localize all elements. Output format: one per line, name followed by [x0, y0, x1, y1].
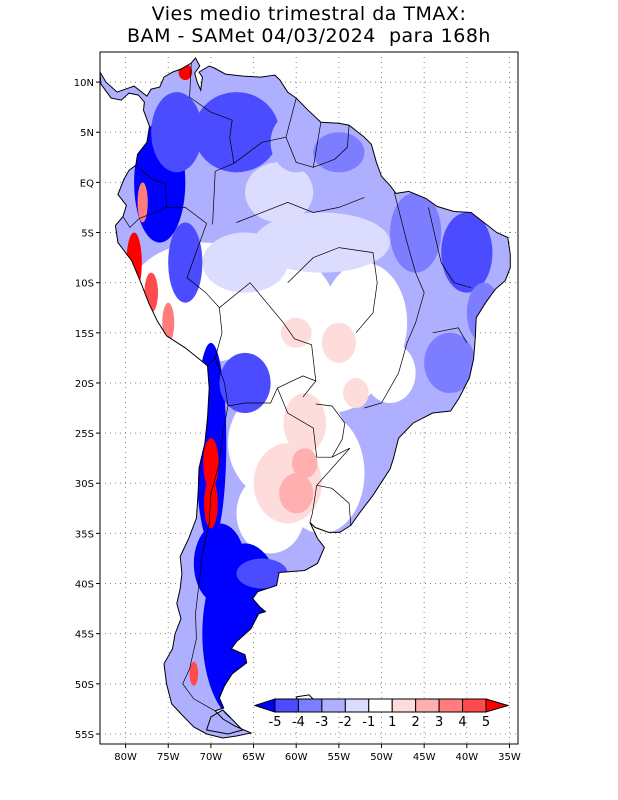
colorbar-label: 1: [388, 715, 396, 730]
colorbar-swatch: [368, 698, 393, 713]
lat-tick-label: 45S: [75, 630, 94, 641]
lat-tick-label: 5N: [80, 128, 94, 139]
lat-tick-label: 55S: [75, 730, 94, 741]
colorbar-label: -4: [292, 715, 305, 730]
lat-tick-label: 20S: [75, 379, 94, 390]
map-frame: [99, 51, 519, 745]
colorbar-swatch: [321, 698, 346, 713]
colorbar-label: -3: [315, 715, 328, 730]
lat-tick-label: 10S: [75, 279, 94, 290]
colorbar-arrow-low: [253, 698, 276, 713]
lon-tick-label: 55W: [328, 752, 351, 763]
colorbar-label: 5: [482, 715, 490, 730]
colorbar-swatch: [391, 698, 417, 713]
axis-ticks: 80W 75W 70W 65W 60W 55W 50W 45W 40W 35W 10N 5N EQ 5S 1…: [74, 78, 521, 763]
chart-title-line2: BAM - SAMet 04/03/2024 para 168h: [127, 25, 491, 47]
lat-tick-label: 10N: [74, 78, 94, 89]
colorbar-label: 4: [458, 715, 466, 730]
colorbar-swatch: [438, 698, 464, 713]
lat-tick-label: 15S: [75, 329, 94, 340]
country-borders: [122, 62, 472, 712]
lon-tick-label: 40W: [456, 752, 479, 763]
chart-title-line1: Vies medio trimestral da TMAX:: [151, 3, 467, 25]
lat-tick-label: 25S: [75, 429, 94, 440]
lat-tick-label: 30S: [75, 479, 94, 490]
lat-tick-label: 35S: [75, 529, 94, 540]
colorbar-swatch: [344, 698, 370, 713]
colorbar-swatch: [297, 698, 323, 713]
lat-tick-label: 50S: [75, 680, 94, 691]
lon-tick-label: 60W: [285, 752, 308, 763]
colorbar-arrow-high: [485, 698, 510, 713]
lon-tick-label: 80W: [114, 752, 137, 763]
lon-tick-label: 50W: [370, 752, 393, 763]
colorbar-label: -2: [339, 715, 352, 730]
lat-tick-label: EQ: [80, 178, 94, 189]
colorbar-swatch: [415, 698, 440, 713]
colorbar-swatch: [274, 698, 299, 713]
lon-tick-label: 45W: [413, 752, 436, 763]
colorbar-label: 3: [435, 715, 443, 730]
lat-tick-label: 40S: [75, 580, 94, 591]
lon-tick-label: 75W: [157, 752, 180, 763]
colorbar-label: -1: [362, 715, 375, 730]
lat-tick-label: 5S: [81, 229, 94, 240]
colorbar-swatch: [462, 698, 487, 713]
colorbar-label: 2: [412, 715, 420, 730]
colorbar-label: -5: [269, 715, 282, 730]
bias-field: [100, 58, 511, 738]
lon-tick-label: 70W: [200, 752, 223, 763]
lon-tick-label: 65W: [242, 752, 265, 763]
colorbar: -5 -4 -3 -2 -1 1 2 3 4 5: [253, 698, 510, 730]
lon-tick-label: 35W: [498, 752, 521, 763]
